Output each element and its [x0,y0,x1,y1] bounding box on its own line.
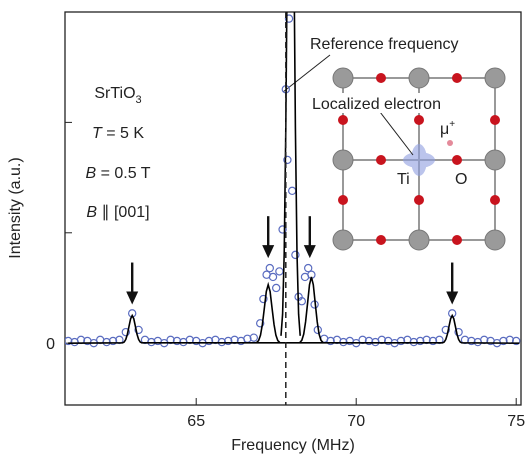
arrow-head [262,245,275,259]
temperature-label: T = 5 K [92,125,144,142]
data-point [512,336,521,346]
inset-muon [447,140,453,146]
arrow-head [126,291,139,305]
plot-data [65,12,521,348]
data-point [326,336,335,346]
data-point [204,336,214,346]
orientation-label: B ∥ [001] [86,204,149,221]
electron-label-bg [310,93,460,113]
data-point [454,327,463,337]
plot-frame [64,11,522,406]
fit-line [68,313,520,344]
data-point [134,325,143,335]
muon-label: μ+ [440,119,455,138]
data-point [272,283,281,293]
fit-line [280,12,301,336]
peak-arrow [126,262,139,305]
data-point [223,336,233,346]
field-label: B = 0.5 T [85,165,150,182]
data-point [268,272,278,282]
data-point [259,294,268,304]
inset-electron-cloud [403,144,435,176]
data-point [102,337,111,347]
data-point [275,267,284,276]
data-point [416,336,425,346]
reference-label: Reference frequency [310,36,459,53]
data-point [283,155,292,165]
peak-arrow [262,216,275,259]
data-point [291,250,300,260]
fit-line [299,276,324,343]
data-point [172,336,182,346]
data-point [278,225,287,234]
inset-ti [332,67,506,251]
data-point [396,336,406,346]
x-axis-title: Frequency (MHz) [231,437,355,454]
data-point [249,333,258,342]
data-point [288,186,297,196]
electron-label: Localized electron [312,96,441,113]
data-point [441,325,450,335]
x-tick-label: 65 [187,413,205,430]
data-point [304,263,313,273]
data-point [265,263,274,273]
sample-label: SrTiO3 [94,85,141,106]
y-tick-label: 0 [46,336,55,353]
x-tick-label: 70 [347,413,365,430]
peak-arrow [446,262,459,305]
o-label: O [455,171,467,188]
reference-leader [282,54,331,93]
data-point [121,327,131,337]
ti-label: Ti [397,171,410,188]
data-point [65,336,73,346]
data-point [284,14,294,23]
x-tick-label: 75 [507,413,525,430]
arrow-head [446,291,459,305]
data-point [499,336,508,346]
fit-line [256,281,281,344]
data-point [108,336,118,346]
electron-leader [379,111,414,156]
y-axis-title: Intensity (a.u.) [7,157,24,258]
data-point [428,336,438,346]
data-point [256,319,265,328]
inset-oxygen [338,73,500,245]
peak-arrow [303,216,316,259]
data-point [364,336,374,346]
arrow-head [303,245,316,259]
data-point [467,336,476,346]
